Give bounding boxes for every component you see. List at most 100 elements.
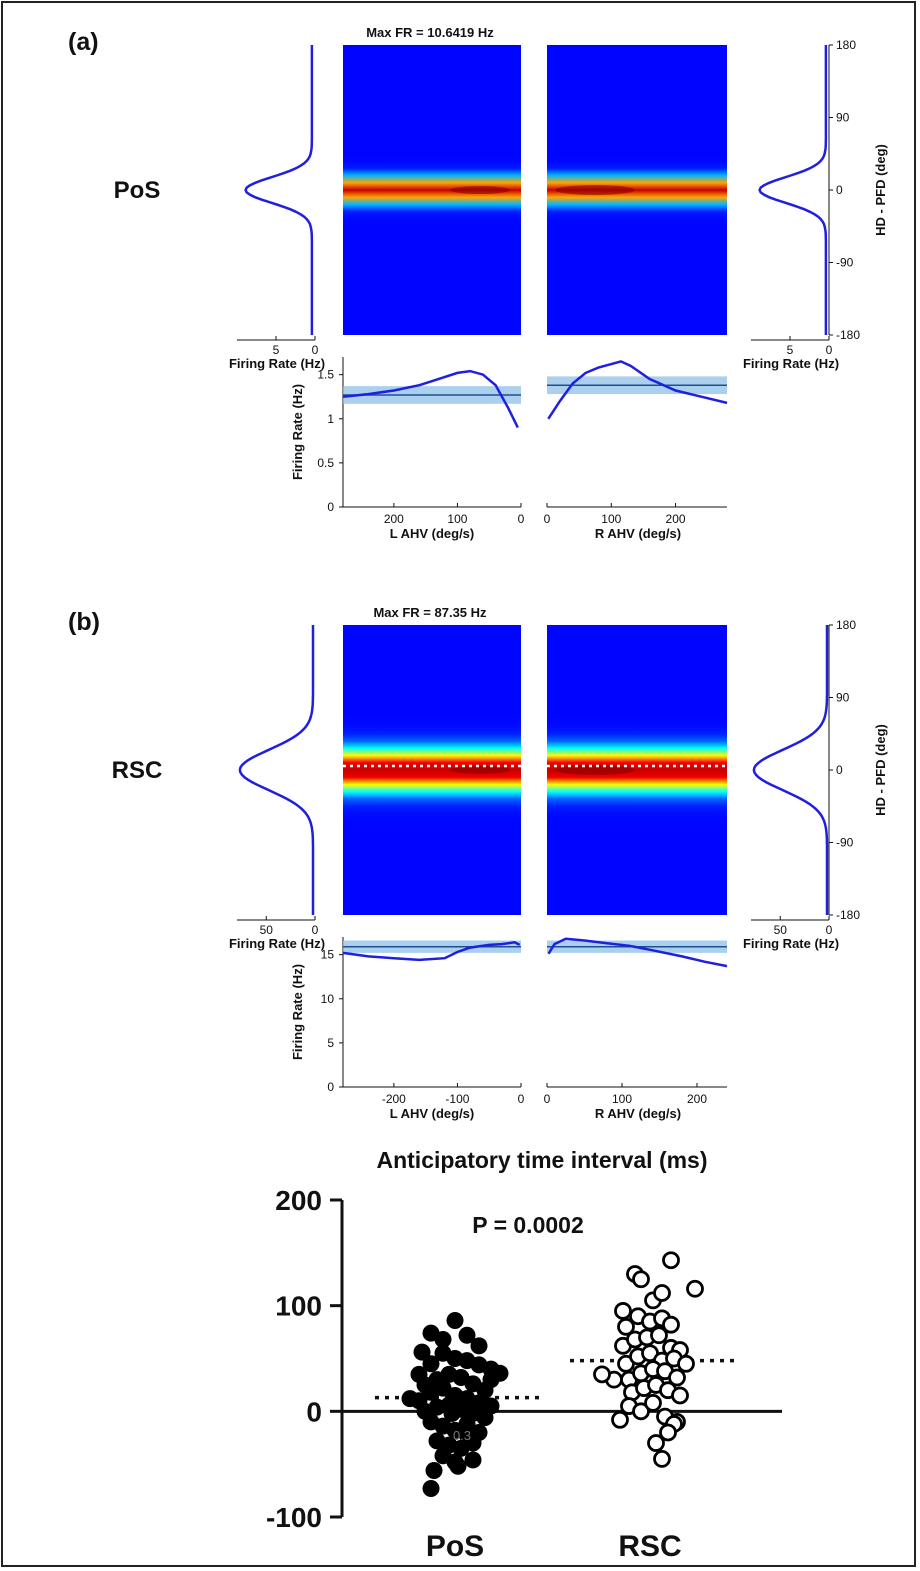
side-axis-label: Firing Rate (Hz) (229, 936, 325, 951)
side-tick-label: 0 (826, 343, 833, 357)
side-axis-label: Firing Rate (Hz) (743, 356, 839, 371)
ahv-x-label-left: L AHV (deg/s) (390, 1106, 475, 1121)
side-tick-label: 0 (312, 343, 319, 357)
data-point-rsc (662, 1315, 680, 1334)
ahv-curve-left (342, 369, 519, 429)
hd-tick-label: 90 (836, 111, 850, 125)
max-fr-title: Max FR = 87.35 Hz (373, 605, 487, 620)
side-axis-label: Firing Rate (Hz) (743, 936, 839, 951)
data-point-rsc (593, 1365, 611, 1384)
data-point-rsc (686, 1279, 704, 1298)
ahv-x-tick-label-right: 200 (687, 1092, 707, 1106)
ahv-curve-right (547, 360, 728, 420)
ahv-x-tick-label-right: 0 (544, 512, 551, 526)
data-point-rsc (614, 1302, 632, 1320)
data-point-pos (464, 1451, 482, 1469)
side-tick-label: 50 (260, 923, 274, 937)
data-point-pos (413, 1343, 431, 1361)
data-point-pos (476, 1409, 494, 1427)
ahv-x-tick-label-left: 100 (447, 512, 467, 526)
y-tick-label: 100 (275, 1291, 322, 1322)
y-tick-label: -100 (266, 1502, 322, 1533)
hd-tick-label: 180 (836, 618, 856, 632)
data-point-pos (470, 1356, 488, 1374)
side-tick-label: 50 (774, 923, 788, 937)
hd-tick-label: -180 (836, 908, 860, 922)
hd-axis-label: HD - PFD (deg) (873, 724, 888, 816)
ahv-x-tick-label-right: 100 (612, 1092, 632, 1106)
ahv-x-label-right: R AHV (deg/s) (595, 526, 681, 541)
ahv-x-tick-label-right: 0 (544, 1092, 551, 1106)
heatmap-peak-left (450, 766, 510, 774)
y-tick-label: 200 (275, 1185, 322, 1216)
ahv-x-tick-label-left: -100 (445, 1092, 469, 1106)
tuning-curve-left (238, 625, 315, 915)
tuning-curve-right (752, 625, 829, 915)
data-point-pos (443, 1404, 461, 1422)
data-point-pos (470, 1337, 488, 1355)
ahv-y-tick-label: 15 (321, 948, 335, 962)
ahv-x-tick-label-right: 100 (601, 512, 621, 526)
heatmap-peak-left (450, 186, 510, 194)
data-point-pos (449, 1457, 467, 1475)
data-point-rsc (659, 1423, 677, 1442)
data-point-pos (476, 1381, 494, 1399)
category-label-rsc: RSC (618, 1530, 681, 1563)
stray-label: 0.3 (453, 1428, 471, 1443)
data-point-pos (446, 1311, 464, 1329)
data-point-pos (422, 1355, 440, 1373)
data-point-rsc (662, 1251, 680, 1270)
data-point-rsc (647, 1434, 665, 1452)
region-label: RSC (112, 757, 163, 784)
ahv-y-tick-label: 5 (327, 1036, 334, 1050)
hd-tick-label: 90 (836, 691, 850, 705)
ahv-x-tick-label-right: 200 (666, 512, 686, 526)
hd-axis-label: HD - PFD (deg) (873, 144, 888, 236)
data-point-pos (458, 1326, 476, 1344)
hd-tick-label: -90 (836, 836, 854, 850)
heatmap-peak-right (555, 765, 635, 775)
max-fr-title: Max FR = 10.6419 Hz (366, 25, 494, 40)
ahv-y-tick-label: 1.5 (317, 368, 334, 382)
ahv-y-tick-label: 10 (321, 992, 335, 1006)
data-point-pos (422, 1479, 440, 1497)
hd-tick-label: 180 (836, 38, 856, 52)
ahv-y-tick-label: 0.5 (317, 456, 334, 470)
ahv-y-tick-label: 1 (327, 412, 334, 426)
data-point-rsc (653, 1449, 671, 1468)
ahv-x-tick-label-left: 0 (518, 512, 525, 526)
data-point-rsc (611, 1410, 629, 1429)
tuning-curve-left (244, 45, 314, 335)
data-point-pos (434, 1330, 452, 1348)
data-point-rsc (653, 1284, 671, 1302)
y-tick-label: 0 (306, 1396, 322, 1427)
data-point-rsc (671, 1386, 689, 1405)
data-point-rsc (617, 1317, 635, 1336)
hd-tick-label: -90 (836, 256, 854, 270)
ahv-x-label-right: R AHV (deg/s) (595, 1106, 681, 1121)
scatter-chart: Anticipatory time interval (ms) P = 0.000… (266, 1147, 782, 1563)
heatmap-peak-right (555, 185, 635, 195)
data-point-rsc (677, 1354, 695, 1373)
ahv-x-label-left: L AHV (deg/s) (390, 526, 475, 541)
data-point-rsc (644, 1393, 662, 1412)
p-value-annotation: P = 0.0002 (472, 1212, 584, 1238)
data-point-rsc (632, 1270, 650, 1289)
chart-title: Anticipatory time interval (ms) (376, 1147, 707, 1173)
hd-tick-label: 0 (836, 183, 843, 197)
data-point-pos (425, 1462, 443, 1480)
hd-tick-label: 0 (836, 763, 843, 777)
category-label-pos: PoS (426, 1530, 484, 1563)
ahv-y-tick-label: 0 (327, 1080, 334, 1094)
tuning-curve-right (758, 45, 828, 335)
data-point-rsc (650, 1326, 668, 1345)
region-label: PoS (114, 177, 161, 204)
ahv-x-tick-label-left: 0 (518, 1092, 525, 1106)
data-point-rsc (668, 1368, 686, 1387)
panel-tag: (a) (68, 28, 99, 56)
ahv-curve-right (547, 937, 728, 968)
hd-tick-label: -180 (836, 328, 860, 342)
